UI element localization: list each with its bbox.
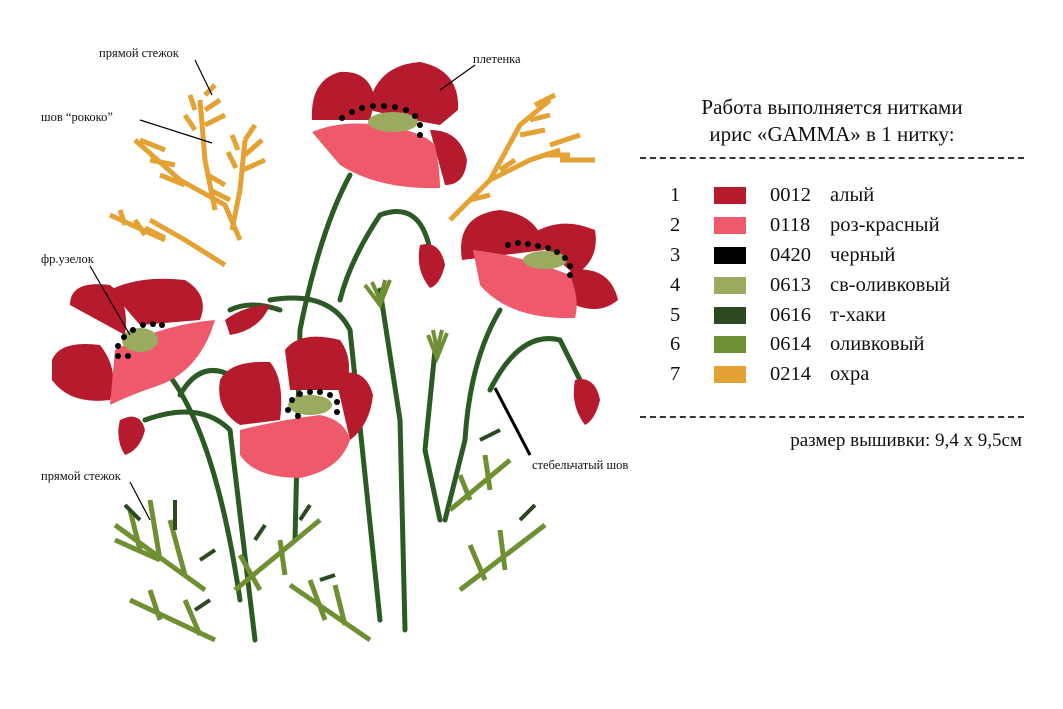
callout-straight-stitch-bottom: прямой стежок	[41, 469, 121, 483]
wheat-ears	[108, 83, 595, 268]
callout-braid: плетенка	[473, 52, 521, 66]
legend-heading-line2: ирис «GAMMA» в 1 нитку:	[709, 122, 955, 146]
thread-number: 4	[670, 273, 681, 296]
grass-sprigs	[113, 454, 547, 643]
thread-name: св-оливковый	[830, 273, 951, 296]
stems	[142, 172, 583, 643]
thread-color-swatch	[714, 246, 746, 264]
callout-stem-stitch: стебельчатый шов	[532, 458, 629, 472]
thread-code: 0613	[770, 273, 811, 296]
thread-code: 0118	[770, 214, 811, 237]
poppy-right	[461, 210, 618, 319]
thread-name: роз-красный	[830, 214, 940, 237]
thread-number: 7	[670, 363, 681, 386]
thread-name: алый	[830, 184, 875, 207]
thread-name: охра	[830, 363, 870, 386]
thread-name: оливковый	[830, 333, 925, 356]
callout-french-knot: фр.узелок	[41, 252, 94, 266]
thread-number: 1	[670, 184, 681, 207]
thread-row: 4 0613 св-оливковый	[638, 270, 1026, 300]
thread-code: 0614	[770, 333, 811, 356]
legend-heading-line1: Работа выполняется нитками	[701, 95, 963, 119]
poppy-top	[311, 62, 467, 189]
thread-color-swatch	[714, 336, 746, 354]
seed-capsules	[363, 279, 449, 364]
poppy-buds	[118, 244, 600, 455]
embroidery-size: размер вышивки: 9,4 х 9,5см	[790, 429, 1022, 451]
thread-number: 2	[670, 214, 681, 237]
thread-color-swatch	[714, 187, 746, 205]
thread-row: 6 0614 оливковый	[638, 330, 1026, 360]
callout-leaders	[89, 59, 476, 521]
thread-code: 0616	[770, 303, 811, 326]
callout-rococo-stitch: шов “рококо”	[41, 110, 113, 124]
callout-straight-stitch-top: прямой стежок	[99, 46, 179, 60]
poppy-left	[52, 278, 215, 405]
thread-legend: Работа выполняется нитками ирис «GAMMA» …	[638, 94, 1026, 452]
thread-row: 3 0420 черный	[638, 241, 1026, 271]
dashed-divider-bottom	[640, 415, 1024, 418]
grass-sprigs-dark	[123, 428, 537, 612]
poppy-center	[219, 336, 373, 478]
thread-list: 1 0012 алый 2 0118 роз-красный 3 0420 черный 4…	[638, 181, 1026, 390]
thread-number: 6	[670, 333, 681, 356]
thread-code: 0012	[770, 184, 811, 207]
french-knots	[115, 103, 573, 419]
thread-color-swatch	[714, 217, 746, 235]
thread-row: 1 0012 алый	[638, 181, 1026, 211]
dashed-divider-top	[640, 157, 1024, 159]
thread-name: т-хаки	[830, 303, 886, 326]
thread-color-swatch	[714, 276, 746, 294]
thread-color-swatch	[714, 366, 746, 384]
thread-row: 2 0118 роз-красный	[638, 211, 1026, 241]
thread-number: 3	[670, 243, 681, 266]
thread-row: 7 0214 охра	[638, 360, 1026, 390]
thread-code: 0214	[770, 363, 811, 386]
thread-number: 5	[670, 303, 681, 326]
stem-stitch-leader	[493, 387, 532, 456]
thread-row: 5 0616 т-хаки	[638, 300, 1026, 330]
thread-color-swatch	[714, 306, 746, 324]
thread-name: черный	[830, 243, 896, 266]
thread-code: 0420	[770, 243, 811, 266]
